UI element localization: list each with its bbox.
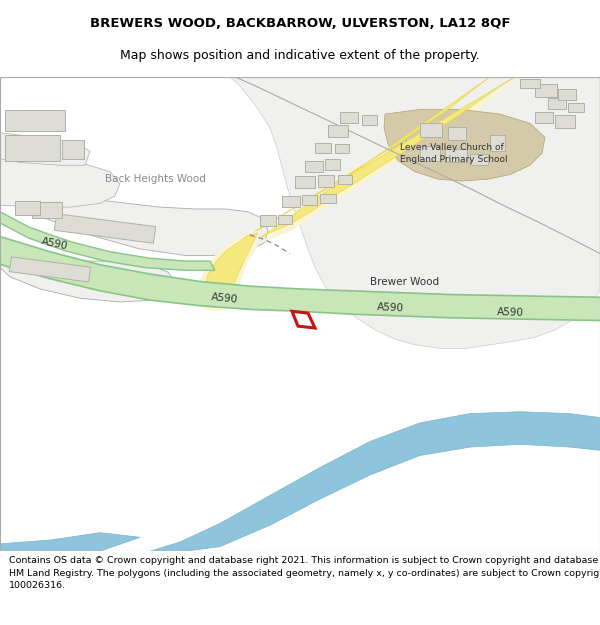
Text: BREWERS WOOD, BACKBARROW, ULVERSTON, LA12 8QF: BREWERS WOOD, BACKBARROW, ULVERSTON, LA1…	[90, 16, 510, 29]
Polygon shape	[362, 115, 377, 125]
Polygon shape	[302, 195, 317, 205]
Polygon shape	[305, 161, 323, 172]
Text: Contains OS data © Crown copyright and database right 2021. This information is : Contains OS data © Crown copyright and d…	[9, 556, 600, 591]
Text: Brewer Wood: Brewer Wood	[370, 276, 439, 286]
Polygon shape	[282, 196, 300, 207]
Text: A590: A590	[496, 307, 524, 318]
Polygon shape	[568, 103, 584, 112]
Text: A590: A590	[41, 237, 69, 252]
Polygon shape	[278, 214, 292, 224]
Text: A590: A590	[211, 292, 239, 304]
Polygon shape	[255, 77, 515, 238]
Polygon shape	[328, 125, 348, 138]
Polygon shape	[40, 193, 268, 256]
Polygon shape	[555, 115, 575, 128]
Polygon shape	[32, 201, 62, 218]
Polygon shape	[9, 257, 91, 282]
Text: Map shows position and indicative extent of the property.: Map shows position and indicative extent…	[120, 49, 480, 62]
Polygon shape	[340, 112, 358, 123]
Polygon shape	[0, 256, 175, 302]
Polygon shape	[0, 132, 90, 165]
Polygon shape	[54, 214, 156, 243]
Polygon shape	[535, 112, 553, 123]
Polygon shape	[0, 235, 600, 321]
Polygon shape	[15, 201, 40, 214]
Polygon shape	[384, 109, 545, 181]
Polygon shape	[260, 216, 276, 226]
Polygon shape	[5, 111, 65, 131]
Polygon shape	[205, 233, 258, 308]
Polygon shape	[230, 77, 600, 349]
Polygon shape	[150, 412, 600, 551]
Polygon shape	[520, 79, 540, 88]
Polygon shape	[490, 134, 505, 151]
Text: A590: A590	[376, 302, 404, 313]
Polygon shape	[325, 159, 340, 170]
Polygon shape	[535, 84, 557, 98]
Polygon shape	[320, 194, 336, 203]
Polygon shape	[0, 532, 140, 551]
Polygon shape	[0, 151, 120, 207]
Text: Leven Valley Church of
England Primary School: Leven Valley Church of England Primary S…	[400, 142, 508, 164]
Polygon shape	[315, 143, 331, 153]
Polygon shape	[445, 149, 467, 162]
Polygon shape	[248, 77, 522, 244]
Polygon shape	[335, 144, 349, 153]
Polygon shape	[470, 154, 488, 165]
Polygon shape	[295, 176, 315, 189]
Text: Back Heights Wood: Back Heights Wood	[105, 174, 206, 184]
Polygon shape	[448, 127, 466, 140]
Polygon shape	[318, 176, 334, 187]
Polygon shape	[338, 174, 352, 184]
Polygon shape	[62, 140, 84, 159]
Polygon shape	[558, 89, 576, 100]
Polygon shape	[292, 311, 315, 328]
Polygon shape	[420, 146, 440, 161]
Polygon shape	[0, 212, 215, 271]
Polygon shape	[548, 98, 566, 109]
Polygon shape	[198, 233, 258, 311]
Polygon shape	[5, 134, 60, 161]
Polygon shape	[420, 123, 442, 138]
